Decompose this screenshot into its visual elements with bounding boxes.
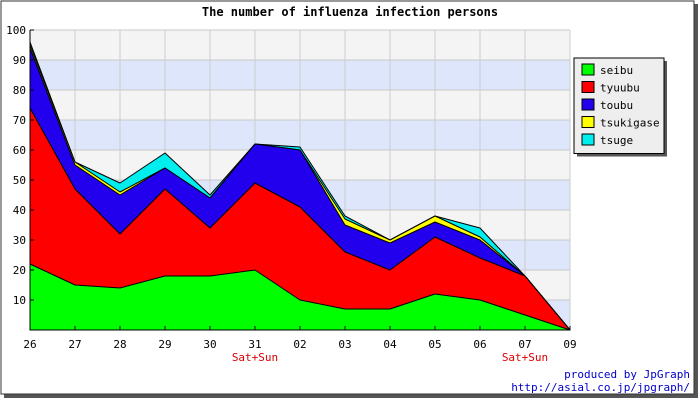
area-tyuubu xyxy=(29,107,571,331)
x-tick-label: 02 xyxy=(293,338,306,351)
footer-credit: produced by JpGraph xyxy=(564,368,690,381)
y-tick-label: 80 xyxy=(13,84,26,97)
x-tick-label: 09 xyxy=(563,338,576,351)
legend-swatch-tyuubu xyxy=(581,81,595,93)
area-seibu xyxy=(29,263,571,331)
footer-url[interactable]: http://asial.co.jp/jpgraph/ xyxy=(511,381,690,394)
legend-swatch-tsuge xyxy=(581,133,595,146)
legend-label-seibu: seibu xyxy=(600,64,633,77)
y-tick-label: 40 xyxy=(13,204,26,217)
series-areas xyxy=(29,41,571,331)
x-tick-label: 30 xyxy=(203,338,216,351)
x-tick-label: 29 xyxy=(158,338,171,351)
y-tick-label: 100 xyxy=(6,24,26,37)
legend-swatch-seibu xyxy=(581,63,595,76)
legend-swatch-tsukigase xyxy=(581,116,595,128)
legend-label-toubu: toubu xyxy=(600,99,633,112)
x-tick-label: 27 xyxy=(68,338,81,351)
y-tick-label: 90 xyxy=(13,54,26,67)
axes xyxy=(29,29,571,331)
legend-label-tyuubu: tyuubu xyxy=(600,82,640,95)
x-tick-labels: 26 27 28 29 30 31 02 03 04 05 06 07 09 Sat+Sun Sat+Sun xyxy=(23,338,576,364)
x-tick-label: 03 xyxy=(338,338,351,351)
weekend-label: Sat+Sun xyxy=(232,351,278,364)
x-tick-label: 07 xyxy=(518,338,531,351)
x-tick-label: 26 xyxy=(23,338,36,351)
x-tick-label: 31 xyxy=(248,338,261,351)
legend: seibu tyuubu toubu tsukigase tsuge xyxy=(573,57,667,157)
x-tick-label: 04 xyxy=(383,338,397,351)
legend-label-tsuge: tsuge xyxy=(600,134,633,147)
y-tick-labels: 10 20 30 40 50 60 70 80 90 100 xyxy=(6,24,26,307)
x-tick-label: 28 xyxy=(113,338,126,351)
y-tick-label: 60 xyxy=(13,144,26,157)
y-tick-label: 30 xyxy=(13,234,26,247)
chart-title: The number of influenza infection person… xyxy=(202,5,498,19)
y-tick-label: 70 xyxy=(13,114,26,127)
x-tick-label: 05 xyxy=(428,338,441,351)
y-tick-label: 10 xyxy=(13,294,26,307)
legend-label-tsukigase: tsukigase xyxy=(600,117,660,130)
weekend-label: Sat+Sun xyxy=(502,351,548,364)
legend-swatch-toubu xyxy=(581,98,595,111)
y-tick-label: 20 xyxy=(13,264,26,277)
x-tick-label: 06 xyxy=(473,338,486,351)
y-tick-label: 50 xyxy=(13,174,26,187)
